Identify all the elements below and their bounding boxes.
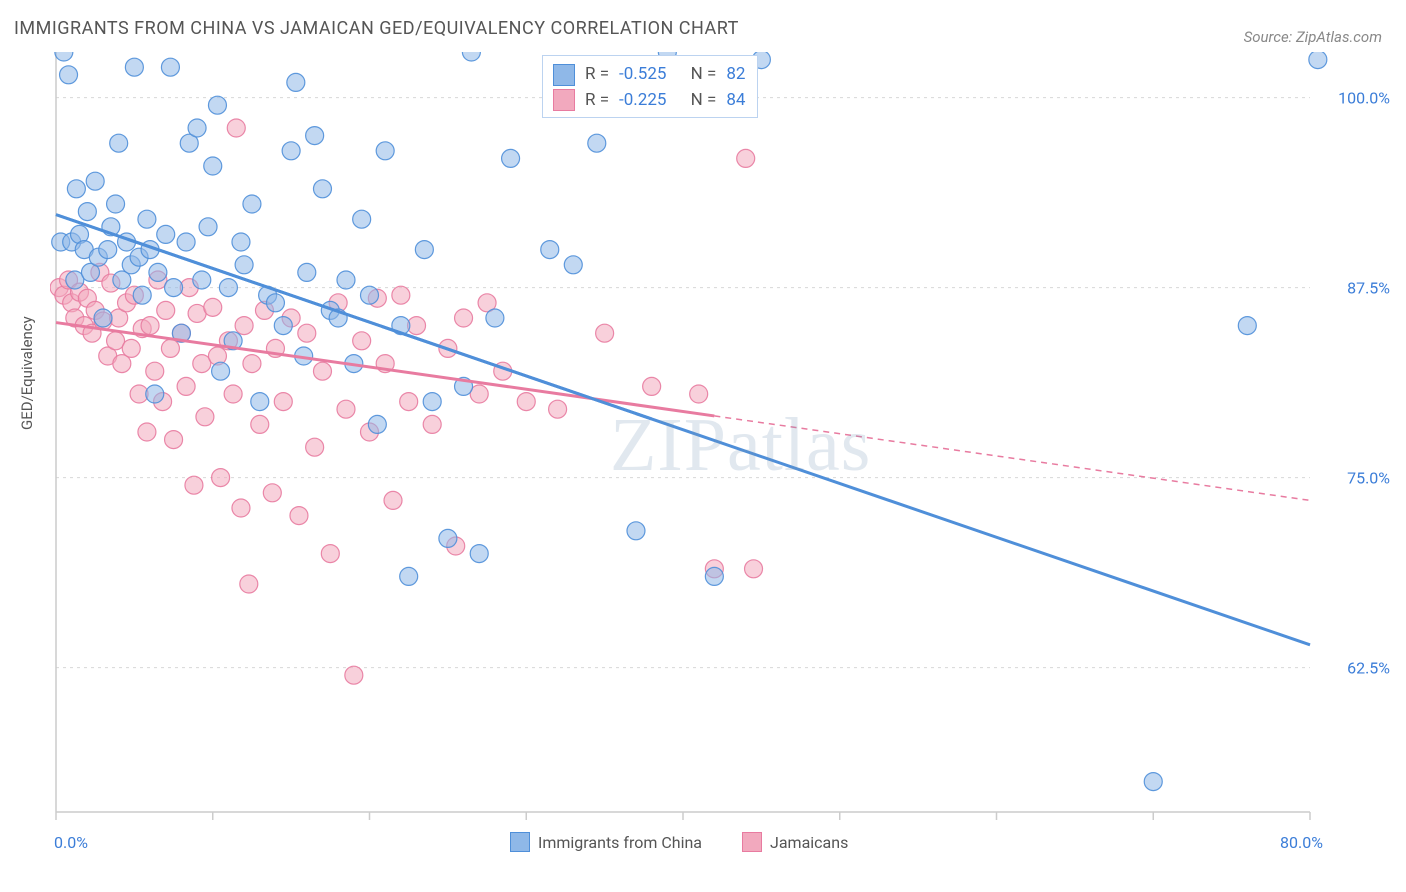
r-value: -0.225: [619, 88, 666, 114]
plot-area: R = -0.525 N = 82 R = -0.225 N = 84 Immi…: [50, 52, 1380, 822]
correlation-row-jamaicans: R = -0.225 N = 84: [553, 88, 745, 114]
swatch-china: [553, 64, 575, 86]
legend-label: Jamaicans: [770, 833, 848, 852]
correlation-row-china: R = -0.525 N = 82: [553, 62, 745, 88]
y-tick-label: 62.5%: [1347, 658, 1390, 677]
correlation-legend: R = -0.525 N = 82 R = -0.225 N = 84: [542, 55, 758, 118]
legend-swatch-jamaicans: [742, 832, 762, 852]
x-tick-label: 80.0%: [1280, 833, 1323, 852]
n-value: 82: [726, 62, 745, 88]
y-axis-label: GED/Equivalency: [18, 316, 36, 430]
scatter-plot-svg: [50, 52, 1380, 822]
n-label: N =: [691, 88, 717, 114]
y-tick-label: 75.0%: [1347, 468, 1390, 487]
legend-item-china: Immigrants from China: [510, 832, 702, 852]
r-label: R =: [585, 62, 609, 88]
legend-item-jamaicans: Jamaicans: [742, 832, 848, 852]
r-label: R =: [585, 88, 609, 114]
y-tick-label: 100.0%: [1338, 88, 1390, 107]
n-value: 84: [726, 88, 745, 114]
chart-title: IMMIGRANTS FROM CHINA VS JAMAICAN GED/EQ…: [14, 18, 739, 39]
n-label: N =: [691, 62, 717, 88]
series-legend: Immigrants from China Jamaicans: [510, 832, 848, 852]
source-attribution: Source: ZipAtlas.com: [1244, 28, 1382, 46]
x-tick-label: 0.0%: [54, 833, 88, 852]
legend-label: Immigrants from China: [538, 833, 702, 852]
y-tick-label: 87.5%: [1347, 278, 1390, 297]
r-value: -0.525: [619, 62, 666, 88]
swatch-jamaicans: [553, 89, 575, 111]
legend-swatch-china: [510, 832, 530, 852]
